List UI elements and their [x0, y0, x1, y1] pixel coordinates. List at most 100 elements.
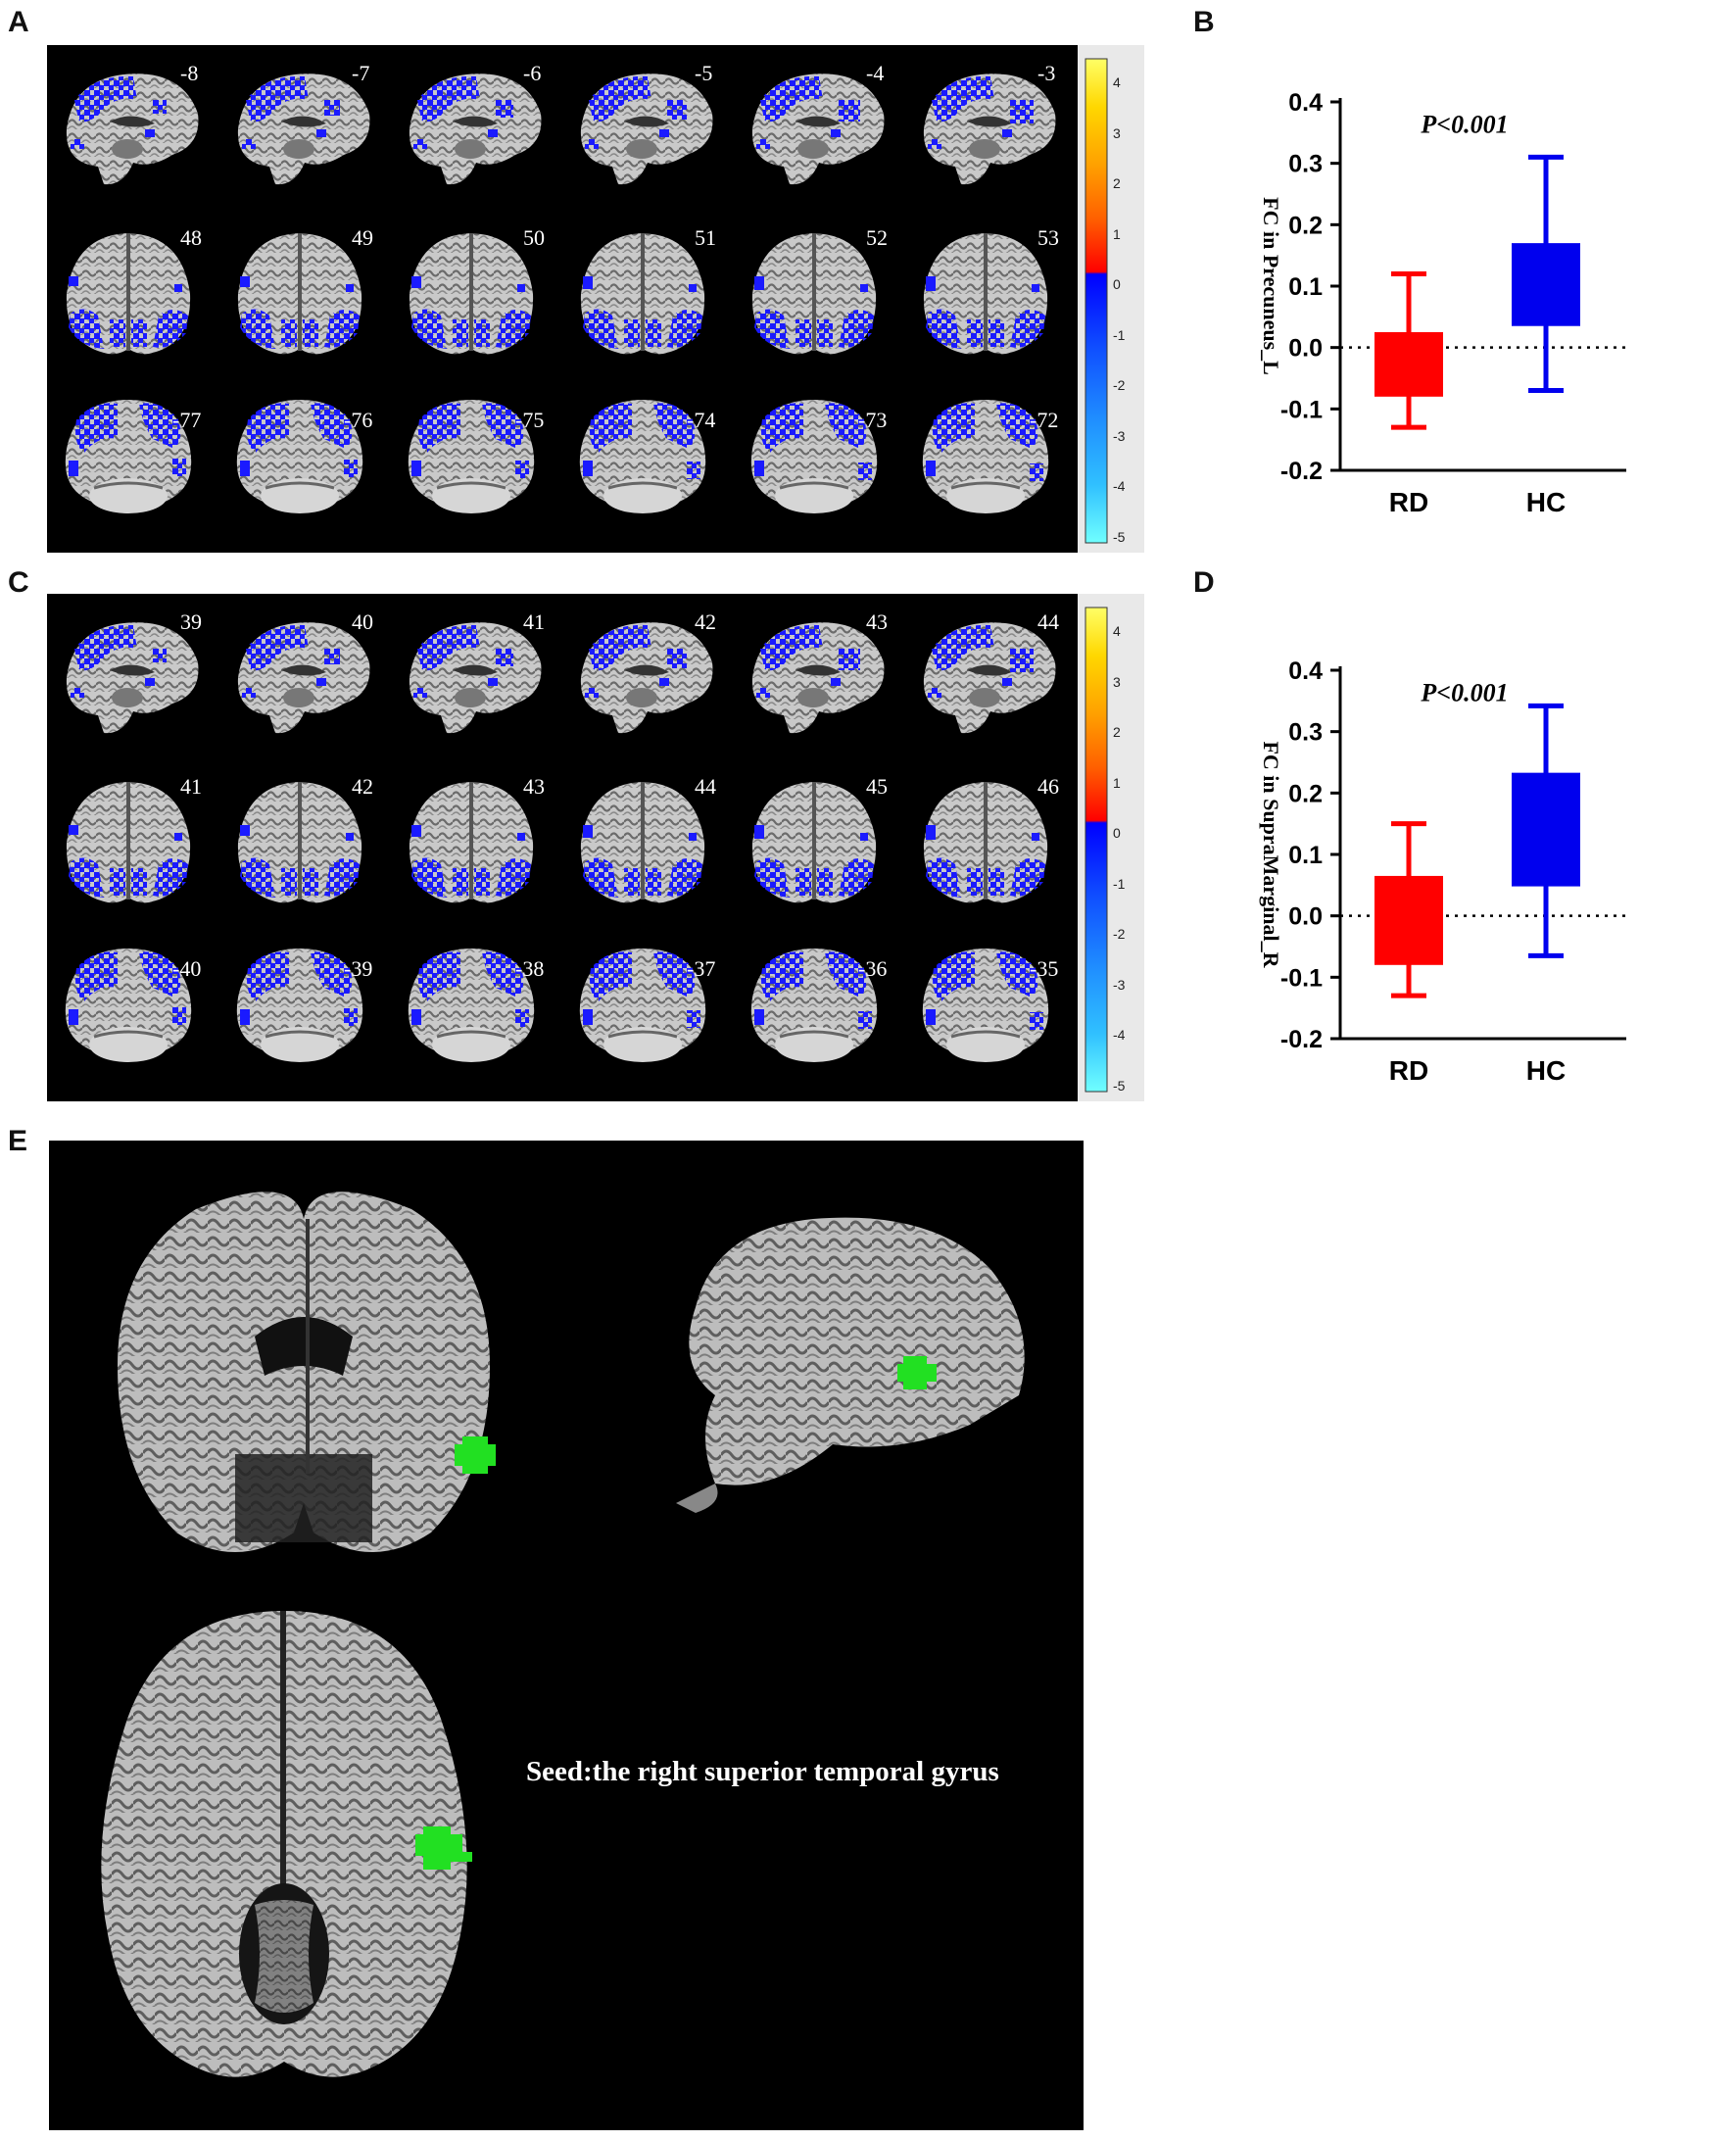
panel-a-axial-slice [237, 233, 362, 355]
seed-region [897, 1356, 937, 1389]
colorbar-tick-label: 3 [1113, 124, 1121, 141]
y-tick-label: -0.2 [1280, 458, 1323, 485]
x-category-label: RD [1389, 487, 1428, 517]
panel-c-brain-slices: 39 40 41 42 43 44 41 42 43 44 45 46 -40 -39 -38 -37 -36 -… [47, 594, 1078, 1101]
panel-label-d: D [1193, 566, 1215, 599]
colorbar-tick-label: -2 [1113, 377, 1126, 393]
panel-c-colorbar: 4 3 2 1 0 -1 -2 -3 -4 -5 [1078, 594, 1144, 1101]
panel-a-slice-coordinate: -74 [687, 408, 716, 432]
y-tick-label: 0.3 [1288, 151, 1323, 178]
axial-slice [101, 1611, 472, 2077]
colorbar-tick-label: -5 [1113, 1077, 1126, 1094]
y-tick-label: 0.0 [1288, 335, 1323, 363]
box-hc [1512, 243, 1580, 326]
box-rd [1374, 332, 1443, 397]
panel-a-sagittal-slice [580, 73, 713, 185]
panel-a-coronal-slice [579, 400, 706, 513]
y-axis-label: FC in SupraMarginal_R [1259, 741, 1283, 968]
panel-a-slice-coordinate: 48 [180, 225, 202, 250]
y-tick-label: -0.1 [1280, 964, 1323, 992]
panel-a-slice-coordinate: -6 [523, 61, 542, 85]
panel-c-axial-slice [409, 782, 534, 903]
panel-a-axial-slice [923, 233, 1048, 355]
colorbar-tick-label: -2 [1113, 926, 1126, 942]
panel-c-axial-slice [237, 782, 362, 903]
panel-c-coronal-slice [408, 949, 535, 1062]
colorbar-tick-label: 4 [1113, 623, 1121, 639]
panel-c-coronal-slice [65, 949, 192, 1062]
panel-b-boxplot: 0.4 0.3 0.2 0.1 0.0 -0.1 -0.2 FC in Precuneus_L… [1259, 89, 1626, 517]
y-tick-label: -0.1 [1280, 396, 1323, 423]
panel-a-brain-slices: -8 -7 -6 -5 -4 -3 48 49 50 51 52 53 -77 -76 -75 -74 -73 -… [47, 45, 1078, 553]
panel-a-coronal-slice [922, 400, 1049, 513]
colorbar-tick-label: 3 [1113, 673, 1121, 690]
y-tick-label: 0.4 [1288, 657, 1323, 685]
panel-c-coronal-slice [236, 949, 363, 1062]
panel-label-c: C [8, 566, 29, 599]
panel-a-sagittal-slice [409, 73, 542, 185]
panel-a-sagittal-slice [751, 73, 885, 185]
panel-a-slice-coordinate: -72 [1030, 408, 1059, 432]
panel-c-axial-slice [580, 782, 705, 903]
box-rd [1374, 875, 1443, 965]
colorbar-tick-label: -5 [1113, 528, 1126, 545]
colorbar-tick-label: 1 [1113, 225, 1121, 242]
panel-a-coronal-slice [408, 400, 535, 513]
panel-a-sagittal-slice [923, 73, 1056, 185]
panel-c-slice-coordinate: 46 [1037, 774, 1059, 799]
panel-c-slice-coordinate: -36 [858, 956, 888, 981]
panel-c-slice-coordinate: 41 [180, 774, 202, 799]
panel-a-sagittal-slice [237, 73, 370, 185]
panel-a-slice-coordinate: 52 [866, 225, 888, 250]
x-category-label: RD [1389, 1055, 1428, 1086]
panel-a-slice-coordinate: 51 [695, 225, 716, 250]
colorbar-tick-label: 2 [1113, 175, 1121, 191]
colorbar-gradient [1085, 607, 1108, 1093]
p-value-annotation: P<0.001 [1420, 110, 1508, 138]
p-value-annotation: P<0.001 [1420, 678, 1508, 706]
panel-c-slice-coordinate: 43 [866, 609, 888, 634]
colorbar-tick-label: 2 [1113, 724, 1121, 740]
y-tick-label: 0.3 [1288, 719, 1323, 747]
y-tick-label: 0.1 [1288, 273, 1323, 301]
panel-c-slice-coordinate: -35 [1030, 956, 1059, 981]
panel-c-coronal-slice [579, 949, 706, 1062]
panel-c-sagittal-slice [66, 622, 199, 734]
colorbar-tick-label: -1 [1113, 875, 1126, 892]
coronal-slice [118, 1192, 496, 1552]
colorbar-tick-label: -4 [1113, 478, 1126, 494]
y-tick-label: 0.2 [1288, 780, 1323, 807]
colorbar-tick-label: -1 [1113, 326, 1126, 343]
panel-a-coronal-slice [750, 400, 878, 513]
panel-c-axial-slice [751, 782, 877, 903]
panel-a-coronal-slice [65, 400, 192, 513]
panel-a-slice-coordinate: -8 [180, 61, 199, 85]
panel-c-slice-coordinate: 41 [523, 609, 545, 634]
panel-a-slice-coordinate: -76 [344, 408, 373, 432]
panel-a-slice-coordinate: -4 [866, 61, 885, 85]
y-tick-label: 0.2 [1288, 212, 1323, 239]
panel-c-slice-coordinate: 39 [180, 609, 202, 634]
panel-a-sagittal-slice [66, 73, 199, 185]
x-category-label: HC [1526, 487, 1566, 517]
box-hc [1512, 772, 1580, 887]
panel-a-coronal-slice [236, 400, 363, 513]
panel-c-sagittal-slice [751, 622, 885, 734]
colorbar-gradient [1085, 58, 1108, 544]
panel-c-slice-coordinate: 42 [352, 774, 373, 799]
panel-a-slice-coordinate: -75 [515, 408, 545, 432]
sagittal-slice [676, 1217, 1025, 1513]
colorbar-tick-label: 0 [1113, 825, 1121, 841]
panel-a-slice-coordinate: -77 [172, 408, 202, 432]
colorbar-tick-label: -4 [1113, 1027, 1126, 1043]
panel-c-slice-coordinate: 44 [695, 774, 716, 799]
colorbar-tick-label: -3 [1113, 976, 1126, 993]
panel-label-e: E [8, 1125, 28, 1157]
panel-c-sagittal-slice [580, 622, 713, 734]
y-tick-label: 0.1 [1288, 842, 1323, 869]
panel-d-boxplot: 0.4 0.3 0.2 0.1 0.0 -0.1 -0.2 FC in SupraMargin… [1259, 657, 1626, 1086]
colorbar-tick-label: 4 [1113, 74, 1121, 90]
panel-c-slice-coordinate: 42 [695, 609, 716, 634]
y-axis-label: FC in Precuneus_L [1259, 197, 1283, 375]
panel-c-slice-coordinate: -37 [687, 956, 716, 981]
